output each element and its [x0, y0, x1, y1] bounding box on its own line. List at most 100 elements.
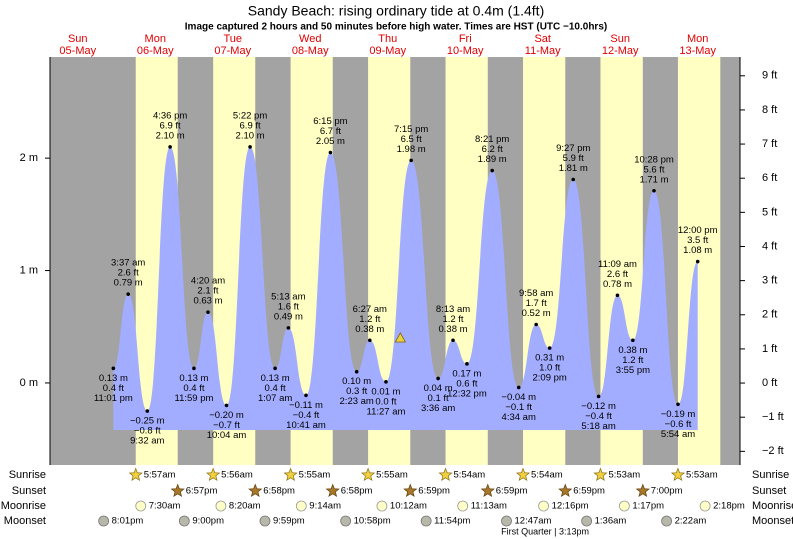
y2-tick-label: −1 ft [762, 411, 784, 423]
moonrise-icon [538, 500, 549, 512]
tide-label: 1.98 m [397, 144, 426, 155]
moonset-icon [661, 515, 672, 527]
row-label: Sunset [752, 485, 786, 497]
tide-label: 3:36 am [421, 403, 455, 414]
tide-label: −0.25 m [130, 416, 165, 427]
day-date: 12-May [602, 45, 639, 57]
tide-label: 6:15 pm [313, 116, 347, 127]
moonset-time: 9:00pm [192, 516, 224, 527]
tide-point [409, 158, 413, 163]
moonrise-time: 10:12am [390, 501, 427, 512]
day-name: Sat [534, 33, 551, 45]
sunset-time: 6:59pm [496, 486, 528, 497]
moonrise-time: 2:18pm [713, 501, 745, 512]
y2-tick-label: 1 ft [762, 343, 777, 355]
sunrise-time: 5:54am [454, 470, 486, 481]
row-label: Sunset [12, 485, 46, 497]
sunrise-icon [360, 467, 376, 482]
sunrise-time: 5:55am [376, 470, 408, 481]
tide-label: −0.7 ft [213, 420, 240, 431]
tide-label: 1.2 ft [359, 314, 380, 325]
tide-label: −0.19 m [661, 409, 696, 420]
tide-label: −0.04 m [501, 392, 536, 403]
tide-label: 1.81 m [559, 163, 588, 174]
sunrise-time: 5:55am [299, 470, 331, 481]
sunrise-icon [670, 467, 686, 482]
moonset-icon [259, 515, 271, 527]
moonset-icon [581, 515, 593, 527]
day-date: 06-May [137, 45, 174, 57]
tide-label: 0.1 ft [428, 393, 449, 404]
moonset-time: 12:47am [515, 516, 552, 527]
row-label: Sunrise [9, 469, 46, 481]
moonset-time: 9:59pm [273, 516, 305, 527]
day-name: Thu [378, 33, 397, 45]
sunset-time: 6:59pm [573, 486, 605, 497]
moonrise-time: 11:13am [471, 501, 507, 512]
y2-tick-label: 0 ft [762, 377, 777, 389]
tide-label: 0.17 m [452, 368, 481, 379]
tide-label: −0.12 m [581, 401, 616, 412]
tide-label: 6.9 ft [240, 120, 261, 131]
tide-label: 1.2 ft [442, 314, 463, 325]
tide-point [304, 393, 308, 398]
sunset-icon [170, 483, 185, 498]
tide-label: −0.1 ft [505, 402, 532, 413]
moonset-icon [98, 515, 110, 527]
sunset-icon [635, 483, 650, 498]
tide-label: −0.20 m [209, 410, 244, 421]
tide-label: 2.6 ft [118, 268, 139, 279]
moonset-icon [501, 515, 512, 527]
tide-point [652, 188, 656, 193]
sunrise-icon [206, 467, 221, 482]
tide-area [113, 146, 698, 430]
sunset-time: 6:59pm [418, 486, 450, 497]
day-name: Mon [145, 33, 166, 45]
tide-label: 0.4 ft [265, 383, 286, 394]
tide-point [695, 259, 700, 264]
tide-label: 0.63 m [193, 296, 222, 307]
tide-label: 0.01 m [371, 386, 400, 397]
row-label: Moonrise [1, 500, 46, 512]
tide-label: 0.6 ft [456, 378, 477, 389]
tide-label: 12:00 pm [678, 225, 718, 236]
moonset-time: 2:22am [675, 516, 707, 527]
tide-point [516, 385, 521, 390]
tide-point [596, 394, 601, 399]
moon-phase: First Quarter | 3:13pm [501, 526, 589, 536]
tide-point [126, 292, 130, 296]
sunrise-icon [128, 467, 143, 482]
moonrise-icon [376, 500, 388, 512]
tide-point [111, 366, 116, 371]
tide-point [436, 376, 440, 381]
tide-label: 0.52 m [522, 308, 551, 319]
tide-label: 6:27 am [353, 304, 387, 315]
tide-label: −0.8 ft [134, 426, 161, 437]
tide-label: 9:27 pm [556, 143, 590, 154]
sunrise-icon [438, 467, 453, 482]
tide-label: −0.6 ft [665, 419, 692, 430]
y-tick-label: 0 m [20, 377, 38, 389]
tide-label: 2.10 m [156, 130, 185, 141]
tide-point [368, 338, 372, 343]
tide-point [328, 150, 333, 155]
tide-label: 0.38 m [438, 324, 467, 335]
y2-tick-label: 7 ft [762, 138, 777, 150]
tide-label: 11:01 pm [94, 393, 133, 404]
sunset-time: 6:58pm [263, 486, 295, 497]
sunrise-time: 5:53am [608, 470, 640, 481]
tide-label: 0.79 m [114, 278, 143, 289]
day-name: Wed [299, 33, 321, 45]
row-label: Sunrise [752, 469, 789, 481]
tide-label: 5.9 ft [563, 153, 584, 164]
tide-label: 6.5 ft [401, 134, 422, 145]
tide-label: 1.89 m [478, 154, 507, 165]
tide-label: 8:21 pm [475, 134, 509, 145]
moonrise-time: 12:16pm [552, 501, 589, 512]
tide-point [534, 322, 538, 327]
day-date: 09-May [369, 45, 406, 57]
moonrise-icon [618, 500, 630, 512]
day-name: Sun [610, 33, 630, 45]
tide-label: 4:36 pm [153, 110, 187, 121]
tide-label: 11:27 am [367, 406, 406, 417]
